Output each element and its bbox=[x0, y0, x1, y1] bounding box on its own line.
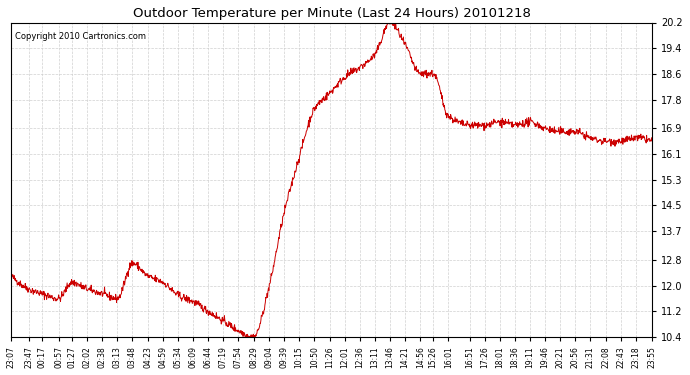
Title: Outdoor Temperature per Minute (Last 24 Hours) 20101218: Outdoor Temperature per Minute (Last 24 … bbox=[133, 7, 531, 20]
Text: Copyright 2010 Cartronics.com: Copyright 2010 Cartronics.com bbox=[14, 32, 146, 41]
